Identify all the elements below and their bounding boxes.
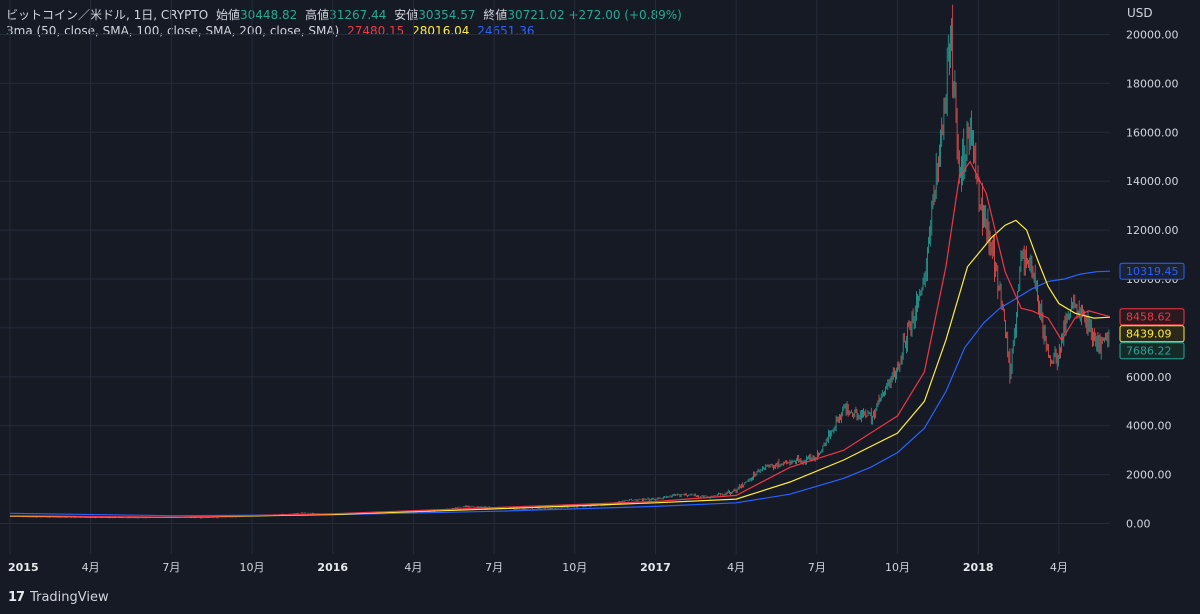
brand-name: TradingView — [30, 590, 109, 605]
time-axis: 2015 4月 7月 10月 2016 4月 7月 10月 2017 4月 7月 10月 2018 4月 — [8, 561, 1068, 574]
price-tag-ma100 — [1119, 325, 1185, 343]
y-tick-label: 20000.00 — [1126, 28, 1179, 41]
x-tick-label: 7月 — [808, 561, 826, 574]
x-tick-label: 2018 — [963, 561, 994, 574]
price-axis: 0.002000.004000.006000.008000.0010000.00… — [1126, 28, 1179, 530]
ma200-line — [9, 270, 1111, 517]
open-value: 30448.82 — [240, 8, 298, 22]
x-tick-label: 4月 — [727, 561, 745, 574]
close-value: 30721.02 — [507, 8, 565, 22]
x-tick-label: 2016 — [317, 561, 348, 574]
symbol-title: ビットコイン／米ドル, 1日, CRYPTO — [6, 8, 209, 22]
price-tag-label: 10319.45 — [1126, 265, 1179, 278]
chart-legend-ohlc: ビットコイン／米ドル, 1日, CRYPTO 始値30448.82 高値3126… — [6, 6, 682, 23]
x-tick-label: 4月 — [1050, 561, 1068, 574]
y-tick-label: 2000.00 — [1126, 469, 1172, 482]
change-value: +272.00 (+0.89%) — [568, 8, 682, 22]
high-value: 31267.44 — [329, 8, 387, 22]
open-label: 始値 — [216, 8, 241, 22]
x-tick-label: 4月 — [404, 561, 422, 574]
y-tick-label: 18000.00 — [1126, 77, 1179, 90]
price-tag-label: 8439.09 — [1126, 328, 1172, 341]
x-tick-label: 2015 — [8, 561, 39, 574]
price-tag-label: 8458.62 — [1126, 311, 1172, 324]
y-tick-label: 16000.00 — [1126, 126, 1179, 139]
y-tick-label: 4000.00 — [1126, 420, 1172, 433]
price-tag-ma50 — [1119, 308, 1185, 326]
low-value: 30354.57 — [418, 8, 476, 22]
y-tick-label: 14000.00 — [1126, 175, 1179, 188]
x-tick-label: 10月 — [562, 561, 587, 574]
x-tick-label: 10月 — [885, 561, 910, 574]
y-tick-label: 12000.00 — [1126, 224, 1179, 237]
chart-series — [9, 4, 1111, 519]
price-tag-price — [1119, 342, 1185, 360]
price-tag-ma200 — [1119, 262, 1185, 280]
chart-grid — [0, 0, 1110, 554]
low-label: 安値 — [394, 8, 419, 22]
price-tag-label: 7686.22 — [1126, 345, 1172, 358]
y-tick-label: 0.00 — [1126, 518, 1151, 531]
x-tick-label: 7月 — [485, 561, 503, 574]
x-tick-label: 4月 — [82, 561, 100, 574]
price-tags: 10319.45 8458.62 8439.09 7686.22 — [1119, 262, 1185, 360]
close-label: 終値 — [483, 8, 508, 22]
x-tick-label: 10月 — [240, 561, 265, 574]
high-label: 高値 — [305, 8, 330, 22]
tradingview-logo-icon: 17 — [8, 590, 25, 605]
y-tick-label: 6000.00 — [1126, 371, 1172, 384]
currency-label[interactable]: USD — [1127, 6, 1153, 20]
ma100-line — [9, 219, 1111, 519]
tradingview-brand[interactable]: 17 TradingView — [8, 590, 109, 605]
x-tick-label: 2017 — [640, 561, 671, 574]
ma50-line — [9, 160, 1111, 518]
x-tick-label: 7月 — [162, 561, 180, 574]
